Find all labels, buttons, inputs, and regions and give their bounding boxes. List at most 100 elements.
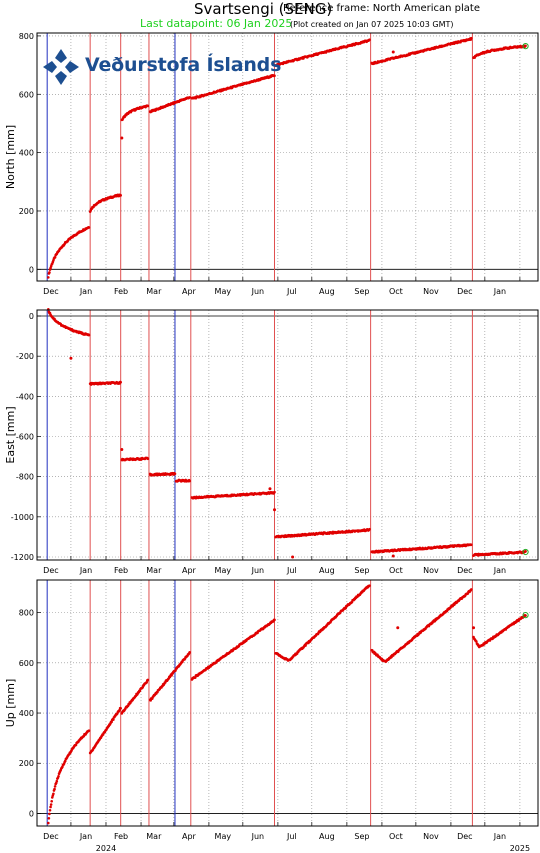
x-tick-label: Oct — [389, 566, 403, 575]
x-tick-label: Sep — [354, 287, 369, 296]
panel-frame — [36, 579, 539, 827]
x-tick-label: Dec — [43, 832, 58, 841]
x-tick-label: Dec — [457, 832, 472, 841]
data-point — [49, 805, 52, 809]
data-point — [146, 104, 150, 108]
data-point — [469, 36, 473, 40]
data-point — [368, 527, 371, 531]
y-tick-label: 600 — [19, 90, 34, 99]
data-point — [173, 472, 177, 476]
y-tick-label: 200 — [19, 207, 34, 216]
x-tick-label: Nov — [423, 832, 439, 841]
x-tick-label: Mar — [146, 287, 162, 296]
x-tick-label: Jul — [286, 287, 297, 296]
data-point — [475, 640, 478, 643]
x-tick-label: Nov — [423, 566, 439, 575]
data-point — [273, 618, 276, 622]
x-tick-label: Aug — [319, 566, 335, 575]
year-label: 2024 — [96, 844, 116, 853]
data-point — [112, 718, 115, 721]
data-point — [53, 787, 56, 791]
data-point — [524, 614, 527, 617]
x-tick-label: Jan — [79, 566, 92, 575]
x-tick-label: Dec — [457, 287, 472, 296]
data-point — [47, 821, 50, 825]
y-tick-label: 400 — [19, 709, 34, 718]
x-tick-label: Dec — [457, 566, 472, 575]
x-tick-label: Jan — [493, 832, 506, 841]
outlier-point — [472, 626, 476, 630]
y-tick-label: -400 — [16, 392, 34, 401]
data-point — [63, 759, 67, 763]
y-tick-label: 200 — [19, 759, 34, 768]
data-point — [146, 678, 150, 682]
outlier-point — [268, 487, 272, 491]
y-tick-label: 400 — [19, 149, 34, 158]
data-point — [53, 785, 57, 788]
y-tick-label: -1000 — [11, 513, 34, 522]
data-point — [52, 792, 55, 796]
x-tick-label: Mar — [146, 832, 162, 841]
x-tick-label: Jan — [79, 287, 92, 296]
x-tick-label: Jun — [251, 287, 265, 296]
x-tick-label: Jun — [251, 566, 265, 575]
x-tick-label: Aug — [319, 287, 335, 296]
y-tick-label: -600 — [16, 433, 34, 442]
data-point — [55, 779, 59, 783]
y-tick-label: 600 — [19, 659, 34, 668]
data-point — [87, 333, 91, 337]
data-point — [174, 669, 177, 672]
data-point — [188, 651, 191, 654]
x-tick-label: Jan — [79, 832, 92, 841]
reference-frame-label: Reference frame: North American plate — [283, 3, 480, 14]
data-point — [146, 457, 150, 461]
data-point — [53, 256, 57, 259]
data-point — [119, 380, 122, 384]
y-tick-label: -800 — [16, 473, 34, 482]
x-tick-label: Jul — [286, 566, 297, 575]
panel-frame — [36, 309, 539, 561]
data-point — [48, 808, 52, 812]
data-point — [47, 276, 50, 279]
x-tick-label: May — [215, 287, 232, 296]
plot-header: Svartsengi (SENG) Reference frame: North… — [0, 0, 540, 32]
x-tick-label: Sep — [354, 566, 369, 575]
panel-frame — [36, 32, 539, 282]
data-point — [119, 194, 122, 197]
data-point — [119, 706, 122, 710]
data-point — [48, 812, 51, 816]
y-tick-label: 0 — [29, 809, 34, 818]
data-point — [57, 774, 60, 778]
x-tick-label: Jan — [493, 566, 506, 575]
outlier-point — [69, 356, 73, 360]
x-tick-label: Jul — [286, 832, 297, 841]
data-point — [87, 729, 91, 732]
x-tick-label: Feb — [114, 287, 128, 296]
x-tick-label: Oct — [389, 832, 403, 841]
outlier-point — [272, 508, 276, 512]
last-datapoint-marker — [522, 612, 529, 619]
x-tick-label: Mar — [146, 566, 162, 575]
year-label: 2025 — [510, 844, 530, 853]
x-tick-label: Dec — [43, 566, 58, 575]
x-tick-label: Jan — [493, 287, 506, 296]
y-tick-label: 0 — [29, 312, 34, 321]
x-tick-label: Jun — [251, 832, 265, 841]
data-point — [188, 479, 191, 483]
x-tick-label: Aug — [319, 832, 335, 841]
y-tick-label: -200 — [16, 352, 34, 361]
vedurstofa-emblem-icon — [43, 49, 79, 85]
x-tick-label: Sep — [354, 832, 369, 841]
x-tick-label: Dec — [43, 287, 58, 296]
last-datapoint-label: Last datapoint: 06 Jan 2025 — [140, 17, 293, 30]
logo-text: Veðurstofa Íslands — [85, 54, 282, 76]
plot-created-label: (Plot created on Jan 07 2025 10:03 GMT) — [290, 20, 454, 29]
data-point — [469, 588, 473, 591]
data-point — [368, 38, 371, 42]
data-point — [273, 490, 276, 494]
x-tick-label: Apr — [182, 566, 197, 575]
x-tick-label: Oct — [389, 287, 403, 296]
plot-title: Svartsengi (SENG) — [194, 0, 333, 18]
data-point — [50, 799, 53, 803]
panel-1: 0 -200 -400 -600 -800 -1000 -1200 Dec Jan Feb Mar A… — [4, 308, 539, 575]
